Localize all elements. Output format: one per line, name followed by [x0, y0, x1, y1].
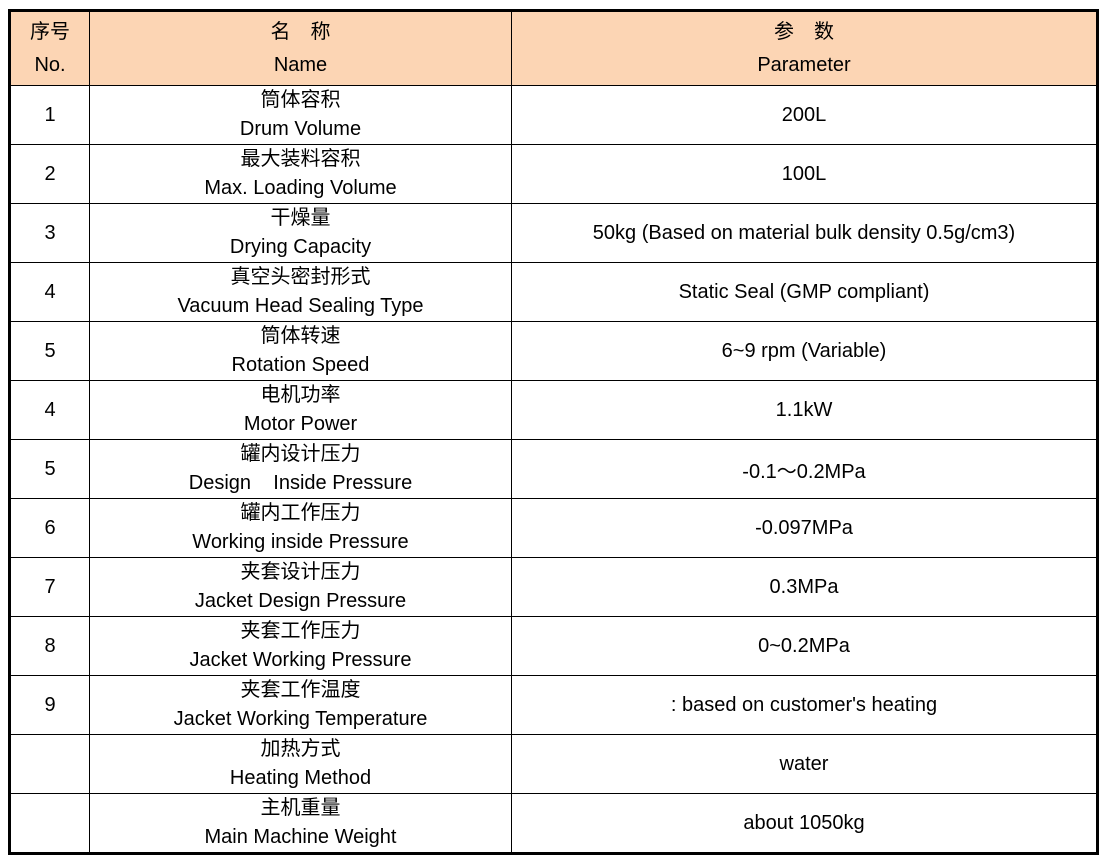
- row-name-en: Jacket Working Temperature: [173, 708, 428, 730]
- table-row: 4 电机功率 Motor Power 1.1kW: [9, 380, 1098, 440]
- header-cell-no: 序号 No.: [9, 10, 90, 86]
- header-name-en: Name: [273, 53, 328, 76]
- row-name-en: Main Machine Weight: [204, 826, 397, 848]
- table-row: 1 筒体容积 Drum Volume 200L: [9, 85, 1098, 145]
- row-name: 加热方式 Heating Method: [89, 734, 512, 794]
- row-name-en: Jacket Working Pressure: [189, 649, 412, 671]
- row-name-zh: 加热方式: [260, 738, 341, 760]
- row-parameter: : based on customer's heating: [511, 675, 1098, 735]
- table-row: 5 罐内设计压力 Design Inside Pressure -0.1～0.2…: [9, 439, 1098, 499]
- row-name-zh: 电机功率: [260, 384, 341, 406]
- row-no: 2: [9, 144, 90, 204]
- table-row: 主机重量 Main Machine Weight about 1050kg: [9, 793, 1098, 854]
- row-name-en: Motor Power: [243, 413, 358, 435]
- row-parameter: Static Seal (GMP compliant): [511, 262, 1098, 322]
- row-no: 1: [9, 85, 90, 145]
- row-name-zh: 筒体转速: [260, 325, 341, 347]
- row-name-zh: 罐内工作压力: [240, 502, 361, 524]
- row-name-zh: 罐内设计压力: [240, 443, 361, 465]
- table-row: 7 夹套设计压力 Jacket Design Pressure 0.3MPa: [9, 557, 1098, 617]
- header-name-zh: 名 称: [270, 20, 331, 43]
- row-name: 夹套工作压力 Jacket Working Pressure: [89, 616, 512, 676]
- row-name-zh: 主机重量: [260, 797, 341, 819]
- row-name-en: Rotation Speed: [231, 354, 370, 376]
- table-row: 加热方式 Heating Method water: [9, 734, 1098, 794]
- row-parameter: about 1050kg: [511, 793, 1098, 854]
- header-parameter-en: Parameter: [757, 53, 851, 76]
- table-row: 6 罐内工作压力 Working inside Pressure -0.097M…: [9, 498, 1098, 558]
- table-body: 1 筒体容积 Drum Volume 200L 2 最大装料容积 Max. Lo…: [9, 85, 1098, 854]
- row-name: 主机重量 Main Machine Weight: [89, 793, 512, 854]
- row-name: 夹套工作温度 Jacket Working Temperature: [89, 675, 512, 735]
- row-no: 4: [9, 262, 90, 322]
- row-parameter: 1.1kW: [511, 380, 1098, 440]
- row-name-en: Drying Capacity: [229, 236, 372, 258]
- row-no: [9, 793, 90, 854]
- row-name-en: Working inside Pressure: [192, 531, 409, 553]
- row-name-en: Heating Method: [229, 767, 372, 789]
- row-name: 筒体转速 Rotation Speed: [89, 321, 512, 381]
- row-name: 筒体容积 Drum Volume: [89, 85, 512, 145]
- row-parameter: -0.097MPa: [511, 498, 1098, 558]
- row-parameter: 100L: [511, 144, 1098, 204]
- row-name-en: Vacuum Head Sealing Type: [177, 295, 424, 317]
- row-name-zh: 筒体容积: [260, 89, 341, 111]
- row-parameter: 50kg (Based on material bulk density 0.5…: [511, 203, 1098, 263]
- header-cell-parameter: 参 数 Parameter: [511, 10, 1098, 86]
- row-parameter: -0.1～0.2MPa: [511, 439, 1098, 499]
- row-no: 9: [9, 675, 90, 735]
- row-name-zh: 夹套设计压力: [240, 561, 361, 583]
- row-no: 7: [9, 557, 90, 617]
- row-name: 真空头密封形式 Vacuum Head Sealing Type: [89, 262, 512, 322]
- table-row: 4 真空头密封形式 Vacuum Head Sealing Type Stati…: [9, 262, 1098, 322]
- row-name-zh: 真空头密封形式: [230, 266, 371, 288]
- row-name: 电机功率 Motor Power: [89, 380, 512, 440]
- row-no: 8: [9, 616, 90, 676]
- header-row: 序号 No. 名 称 Name 参 数 Parameter: [9, 10, 1098, 86]
- row-parameter: 6~9 rpm (Variable): [511, 321, 1098, 381]
- row-parameter: 200L: [511, 85, 1098, 145]
- table-header: 序号 No. 名 称 Name 参 数 Parameter: [9, 10, 1098, 86]
- row-name: 夹套设计压力 Jacket Design Pressure: [89, 557, 512, 617]
- row-no: 6: [9, 498, 90, 558]
- row-no: 5: [9, 321, 90, 381]
- row-name-en: Design Inside Pressure: [188, 472, 413, 494]
- row-name: 罐内工作压力 Working inside Pressure: [89, 498, 512, 558]
- row-parameter: 0~0.2MPa: [511, 616, 1098, 676]
- table-row: 2 最大装料容积 Max. Loading Volume 100L: [9, 144, 1098, 204]
- row-name-zh: 夹套工作温度: [240, 679, 361, 701]
- row-name-en: Drum Volume: [239, 118, 362, 140]
- row-no: 3: [9, 203, 90, 263]
- spec-table: 序号 No. 名 称 Name 参 数 Parameter 1 筒体容积 Dru…: [8, 9, 1099, 855]
- row-name-zh: 最大装料容积: [240, 148, 361, 170]
- row-name-zh: 夹套工作压力: [240, 620, 361, 642]
- header-no-zh: 序号: [30, 20, 70, 43]
- row-name: 干燥量 Drying Capacity: [89, 203, 512, 263]
- row-no: 4: [9, 380, 90, 440]
- row-name-en: Jacket Design Pressure: [194, 590, 407, 612]
- table-row: 8 夹套工作压力 Jacket Working Pressure 0~0.2MP…: [9, 616, 1098, 676]
- header-cell-name: 名 称 Name: [89, 10, 512, 86]
- row-name: 罐内设计压力 Design Inside Pressure: [89, 439, 512, 499]
- header-parameter-zh: 参 数: [774, 20, 834, 43]
- table-row: 9 夹套工作温度 Jacket Working Temperature : ba…: [9, 675, 1098, 735]
- row-no: 5: [9, 439, 90, 499]
- row-name-zh: 干燥量: [270, 207, 331, 229]
- row-parameter: 0.3MPa: [511, 557, 1098, 617]
- header-no-en: No.: [34, 53, 66, 76]
- row-name: 最大装料容积 Max. Loading Volume: [89, 144, 512, 204]
- row-no: [9, 734, 90, 794]
- table-row: 3 干燥量 Drying Capacity 50kg (Based on mat…: [9, 203, 1098, 263]
- table-row: 5 筒体转速 Rotation Speed 6~9 rpm (Variable): [9, 321, 1098, 381]
- row-name-en: Max. Loading Volume: [204, 177, 397, 199]
- row-parameter: water: [511, 734, 1098, 794]
